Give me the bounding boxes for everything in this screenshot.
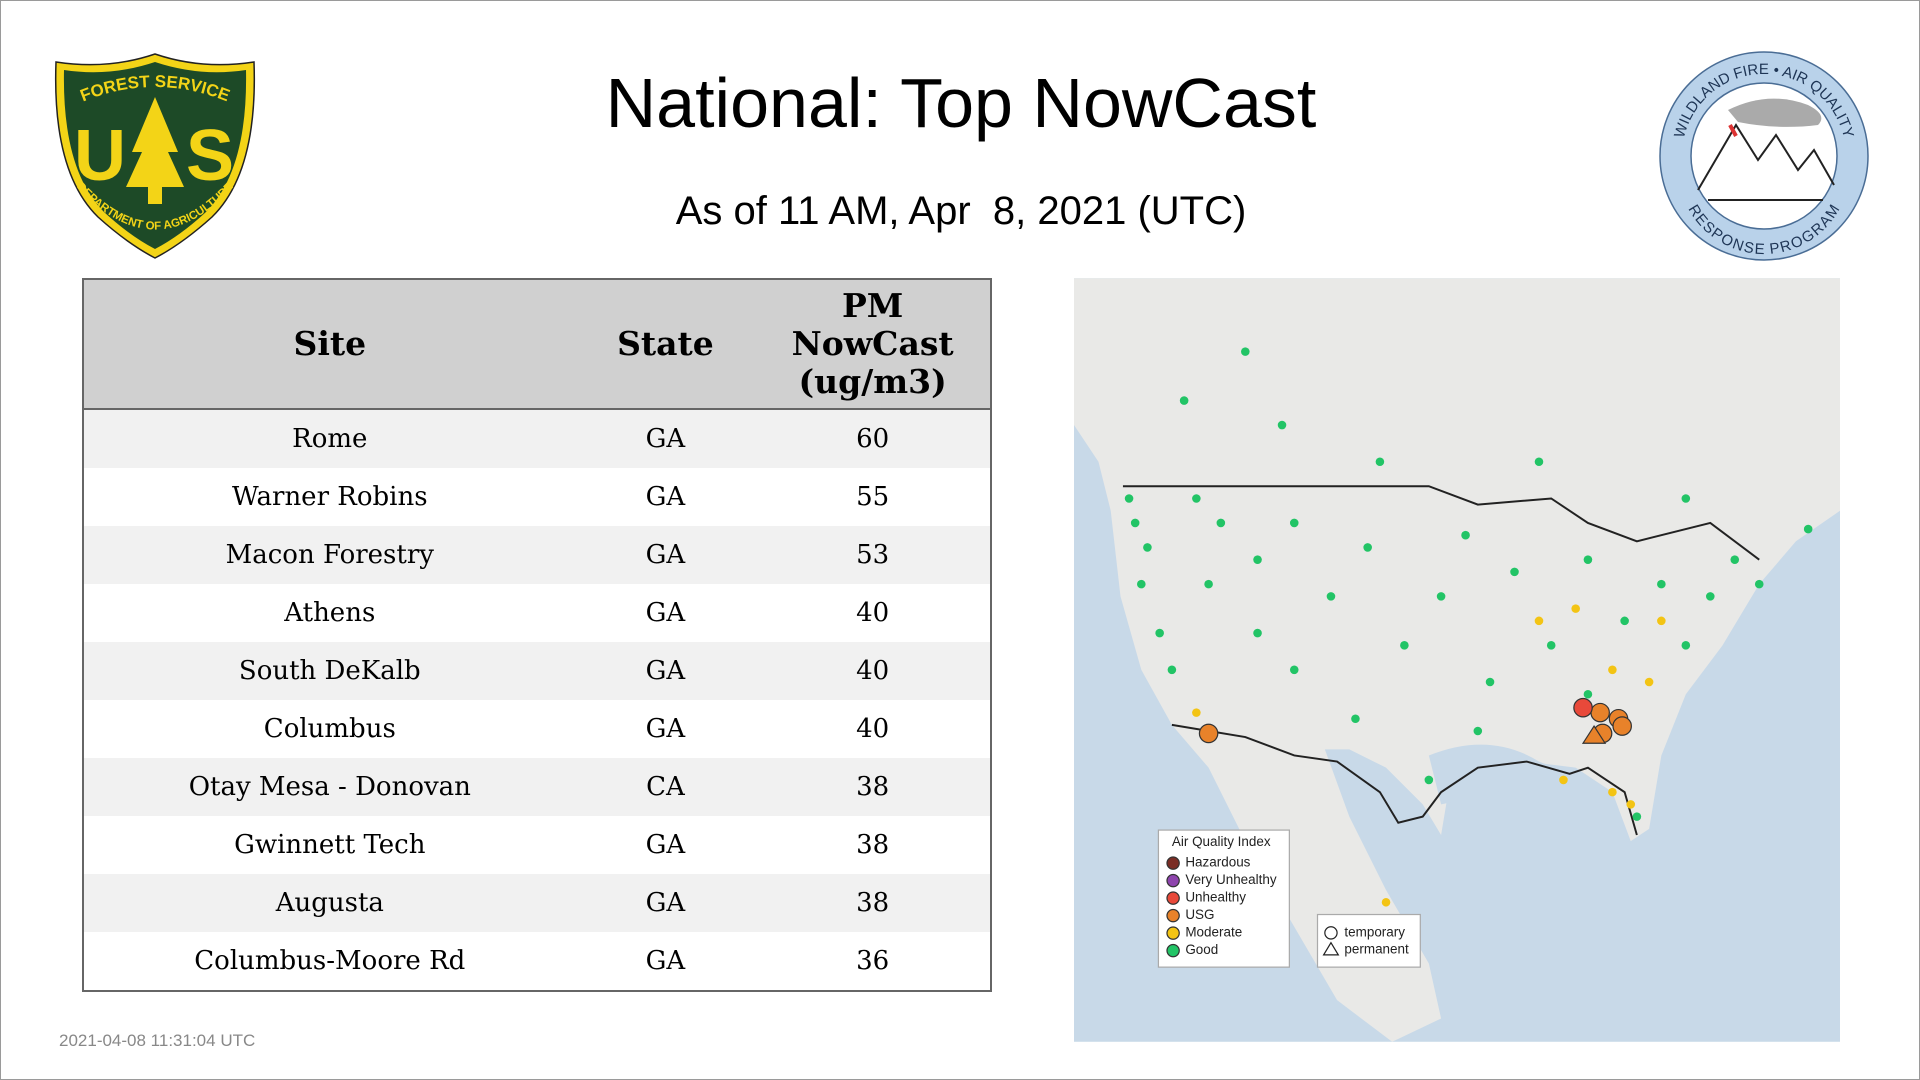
table-cell: 60	[856, 424, 890, 454]
column-header: State	[575, 279, 756, 410]
legend-marker	[1166, 926, 1180, 940]
legend-text: permanent	[1344, 942, 1409, 957]
table-cell: 36	[856, 946, 890, 976]
legend-text: USG	[1185, 907, 1214, 922]
forest-service-logo: FOREST SERVICE U S DEPARTMENT OF AGRICUL…	[54, 53, 256, 259]
legend-marker	[1166, 908, 1180, 923]
table-cell: GA	[645, 598, 686, 628]
title: National: Top NowCast	[605, 64, 1317, 142]
table-cell: Augusta	[275, 888, 384, 918]
table-cell: 40	[856, 598, 890, 628]
table-cell: Otay Mesa - Donovan	[188, 772, 471, 802]
table-cell: Columbus	[263, 714, 396, 744]
table-row: Rome GA 60	[83, 409, 991, 468]
legend-marker	[1166, 856, 1180, 870]
wildland-logo: WILDLAND FIRE • AIR QUALITY RESPONSE PRO…	[1659, 51, 1869, 261]
table-cell: CA	[646, 772, 685, 802]
legend-text: Moderate	[1185, 925, 1242, 940]
table-cell: 40	[856, 714, 890, 744]
table-cell: GA	[645, 714, 686, 744]
table-cell: 53	[856, 540, 890, 570]
legend-marker	[1166, 873, 1180, 888]
legend-marker	[1166, 891, 1180, 905]
table-cell: Columbus-Moore Rd	[194, 946, 466, 976]
table-cell: 55	[856, 482, 890, 512]
table-row: Athens GA 40	[83, 584, 991, 642]
table-cell: GA	[645, 540, 686, 570]
table-row: Gwinnett Tech GA 38	[83, 816, 991, 874]
aqi-map: Air Quality Index Hazardous Very Unhealth…	[1074, 278, 1840, 1042]
table-cell: GA	[645, 888, 686, 918]
column-header: Site	[83, 279, 576, 410]
subtitle: As of 11 AM, Apr 8, 2021 (UTC)	[675, 189, 1247, 233]
table-cell: GA	[645, 482, 686, 512]
table-cell: 38	[856, 888, 890, 918]
table-cell: GA	[645, 656, 686, 686]
logo-letter: U	[74, 116, 126, 196]
table-cell: Rome	[292, 424, 368, 454]
table-cell: South DeKalb	[238, 656, 421, 686]
table-row: Augusta GA 38	[83, 874, 991, 932]
timestamp: 2021-04-08 11:31:04 UTC	[59, 1031, 256, 1050]
legend-text: Very Unhealthy	[1185, 872, 1277, 887]
nowcast-table: Site State PM NowCast (ug/m3) Rome GA 60 Warn…	[82, 278, 992, 992]
legend-text: temporary	[1344, 924, 1405, 939]
table-row: Macon Forestry GA 53	[83, 526, 991, 584]
table-cell: GA	[645, 424, 686, 454]
table-cell: 40	[856, 656, 890, 686]
legend-text: Hazardous	[1185, 855, 1250, 870]
aqi-legend: Air Quality Index Hazardous Very Unhealth…	[1157, 829, 1421, 968]
logo-letter: S	[186, 116, 234, 196]
table-row: Otay Mesa - Donovan CA 38	[83, 758, 991, 816]
table-cell: 38	[856, 772, 890, 802]
header-row: Site State PM NowCast (ug/m3)	[83, 279, 991, 410]
table-cell: Athens	[284, 598, 376, 628]
table-cell: Warner Robins	[232, 482, 428, 512]
table-row: Warner Robins GA 55	[83, 468, 991, 526]
table-cell: GA	[645, 946, 686, 976]
legend-text: Unhealthy	[1185, 890, 1246, 905]
legend-title: Air Quality Index	[1172, 834, 1271, 849]
table-row: Columbus-Moore Rd GA 36	[83, 932, 991, 991]
legend-marker	[1166, 943, 1180, 958]
table-cell: Gwinnett Tech	[234, 830, 426, 860]
table-cell: 38	[856, 830, 890, 860]
column-header: PM NowCast (ug/m3)	[755, 279, 991, 410]
table-cell: GA	[645, 830, 686, 860]
table-row: South DeKalb GA 40	[83, 642, 991, 700]
table-row: Columbus GA 40	[83, 700, 991, 758]
table-cell: Macon Forestry	[225, 540, 434, 570]
legend-text: Good	[1185, 942, 1218, 957]
